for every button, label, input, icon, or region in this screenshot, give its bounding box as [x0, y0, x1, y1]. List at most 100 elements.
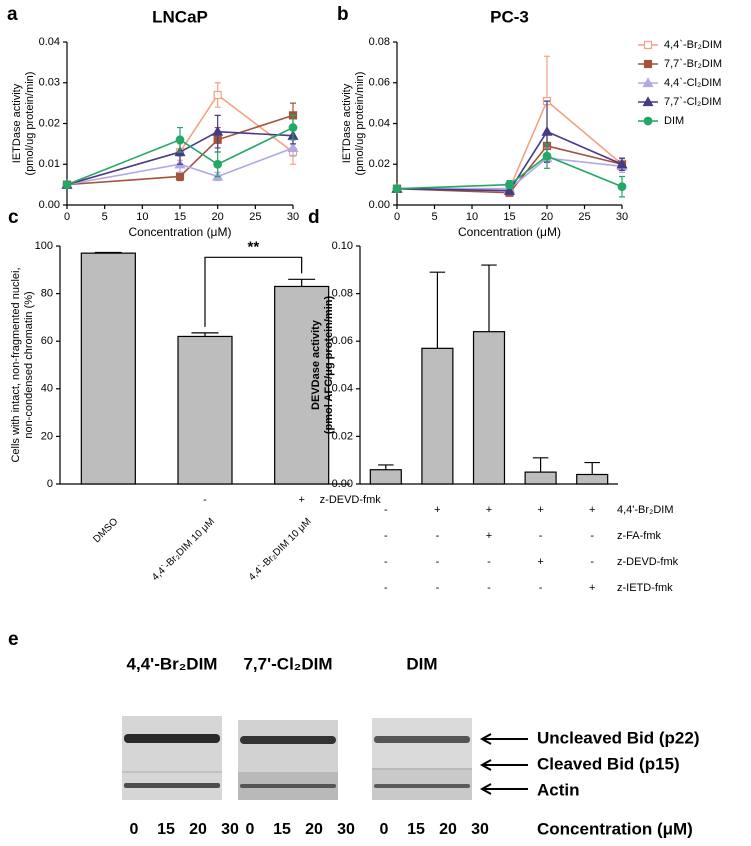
- y-axis-label: DEVDase activity: [310, 319, 322, 410]
- treatment-sign: +: [486, 530, 492, 542]
- treatment-sign: +: [298, 494, 304, 506]
- x-tick-label: 5: [102, 211, 108, 223]
- treatment-sign: -: [539, 530, 543, 542]
- lane-label: 15: [157, 821, 175, 838]
- x-tick-label: DMSO: [91, 516, 120, 545]
- significance-bracket: [204, 256, 303, 327]
- x-tick-label: 15: [503, 211, 515, 223]
- x-axis-label: Concentration (μM): [458, 225, 561, 239]
- lane-label: 0: [380, 821, 389, 838]
- panel-label: b: [337, 4, 349, 25]
- point: [642, 77, 654, 88]
- chart-title: LNCaP: [152, 7, 208, 26]
- legend-label: DIM: [664, 115, 684, 127]
- y-axis-label: non-condensed chromatin (%): [23, 291, 35, 438]
- point: [287, 142, 299, 153]
- panel-label: e: [8, 629, 19, 650]
- x-axis-label: Concentration (μM): [129, 225, 232, 239]
- y-tick-label: 0.04: [332, 383, 353, 395]
- treatment-sign: -: [487, 582, 491, 594]
- line: [397, 99, 623, 190]
- significance-label: **: [247, 238, 259, 255]
- point: [62, 180, 72, 190]
- y-tick-label: 0.04: [39, 36, 60, 48]
- line: [396, 145, 623, 194]
- lane-label: 15: [273, 821, 291, 838]
- x-tick-label: 30: [287, 211, 299, 223]
- y-tick-label: 60: [41, 335, 53, 347]
- point: [643, 59, 653, 69]
- point: [175, 135, 185, 145]
- band-label: Uncleaved Bid (p22): [537, 728, 700, 747]
- point: [503, 185, 516, 195]
- treatment-name: z-DEVD-fmk: [617, 556, 679, 568]
- point: [616, 158, 628, 169]
- point: [542, 151, 552, 161]
- treatment-sign: +: [537, 556, 543, 568]
- lane-label: 20: [305, 821, 323, 838]
- point: [642, 96, 654, 107]
- x-tick-label: 4,4`-Br₂DIM 10 μM: [246, 516, 314, 584]
- x-tick-label: 10: [136, 211, 148, 223]
- lane-label: 0: [246, 821, 255, 838]
- bar: [472, 331, 506, 485]
- y-tick-label: 0.00: [332, 478, 353, 490]
- treatment-sign: -: [384, 582, 388, 594]
- point: [213, 90, 222, 100]
- legend-label: 7,7`-Cl₂DIM: [664, 96, 721, 108]
- treatment-sign: -: [436, 530, 440, 542]
- lane-label: 30: [221, 821, 239, 838]
- y-tick-label: 0.02: [332, 430, 353, 442]
- legend-label: 7,7`-Br₂DIM: [664, 58, 722, 70]
- lane-label: 15: [407, 821, 425, 838]
- x-tick-label: 10: [466, 211, 478, 223]
- point: [213, 159, 223, 169]
- point: [541, 125, 553, 136]
- x-tick-label: 5: [431, 211, 437, 223]
- y-axis-label: IETDase activity: [11, 83, 23, 163]
- bar: [177, 335, 233, 485]
- bar: [576, 473, 609, 485]
- treatment-sign: -: [539, 582, 543, 594]
- line: [396, 130, 623, 192]
- error-bar: [288, 278, 316, 287]
- y-tick-label: 0.06: [332, 335, 353, 347]
- x-tick-label: 25: [249, 211, 261, 223]
- error-bar: [481, 264, 497, 332]
- error-bar: [378, 464, 394, 470]
- y-tick-label: 40: [41, 383, 53, 395]
- lane-label: 20: [189, 821, 207, 838]
- bar: [369, 469, 402, 485]
- y-tick-label: 0.00: [39, 199, 60, 211]
- y-tick-label: 0.08: [332, 288, 353, 300]
- x-tick-label: 0: [64, 211, 70, 223]
- line: 7,7`-Br₂DIM: [66, 114, 294, 186]
- lane-label: 30: [471, 821, 489, 838]
- treatment-sign: +: [486, 504, 492, 516]
- treatment-sign: +: [537, 504, 543, 516]
- bar: [421, 347, 454, 485]
- point: [288, 123, 298, 132]
- point: [643, 40, 653, 50]
- x-tick-label: 0: [394, 211, 400, 223]
- y-axis-label: IETDase activity: [341, 83, 353, 163]
- line: DIM: [66, 126, 294, 186]
- treatment-sign: -: [436, 582, 440, 594]
- lane-label: 20: [439, 821, 457, 838]
- line: [396, 155, 623, 190]
- x-tick-label: 4,4`-Br₂DIM 10 μM: [149, 516, 217, 584]
- point: [505, 180, 514, 190]
- y-tick-label: 100: [35, 240, 53, 252]
- blot-x-label: Concentration (μM): [537, 819, 693, 838]
- treatment-name: z-IETD-fmk: [617, 582, 673, 594]
- treatment-sign: -: [203, 494, 207, 506]
- error-bar: [584, 461, 600, 475]
- error-bar: [532, 457, 549, 473]
- bar: [274, 285, 330, 485]
- error-bar: [429, 271, 446, 349]
- y-axis-label: (pmol/ug protein/min): [24, 72, 36, 176]
- y-tick-label: 0.01: [39, 158, 60, 170]
- point: [643, 116, 653, 126]
- treatment-sign: -: [384, 556, 388, 568]
